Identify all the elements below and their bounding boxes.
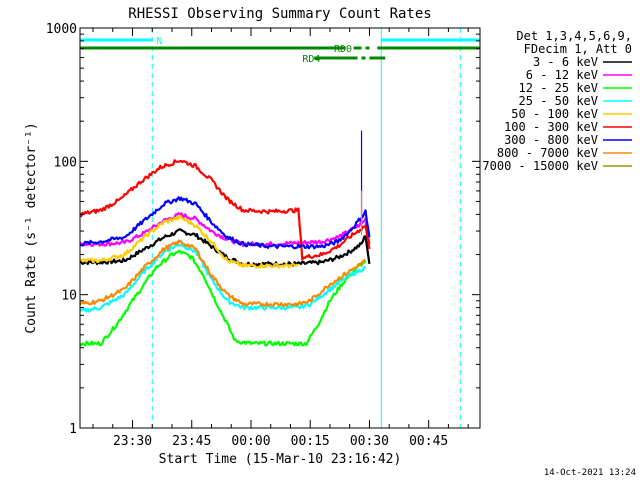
series-line-2 [80,249,367,347]
flag-rd4-label: RD4 [302,54,320,65]
legend-label-3: 25 - 50 keV [519,94,598,108]
legend-label-0: 3 - 6 keV [533,55,598,69]
series-group [80,159,371,347]
y-tick-label-1: 10 [61,289,77,304]
x-tick-label-1: 23:45 [172,434,211,449]
series-line-7 [80,239,366,308]
series-line-3 [80,243,366,313]
y-axis-label: Count Rate (s⁻¹ detector⁻¹) [24,122,39,333]
x-tick-label-3: 00:15 [291,434,330,449]
y-tick-label-3: 1000 [46,22,77,37]
flag-n-label: N [156,36,162,47]
footer-date: 14-Oct-2021 13:24 [544,468,636,478]
series-line-1 [80,212,371,247]
series-line-4 [80,214,299,269]
series-line-6 [80,196,371,250]
legend-label-6: 300 - 800 keV [504,133,598,147]
y-tick-label-2: 100 [54,155,77,170]
plot-frame [79,27,481,429]
legend-label-8: 7000 - 15000 keV [482,159,598,173]
legend-label-1: 6 - 12 keV [526,68,598,82]
x-tick-label-4: 00:30 [350,434,389,449]
legend-header-1: FDecim 1, Att 0 [524,42,632,56]
legend-label-2: 12 - 25 keV [519,81,598,95]
y-tick-label-0: 1 [69,422,77,437]
flag-rd0-label: RD0 [334,44,352,55]
series-line-0 [80,228,371,267]
legend-label-7: 800 - 7000 keV [497,146,598,160]
x-tick-label-0: 23:30 [113,434,152,449]
x-axis-label: Start Time (15-Mar-10 23:16:42) [159,452,402,467]
legend-header-0: Det 1,3,4,5,6,9, [516,29,632,43]
legend-label-5: 100 - 300 keV [504,120,598,134]
x-tick-label-5: 00:45 [409,434,448,449]
x-tick-label-2: 00:00 [231,434,270,449]
chart-title: RHESSI Observing Summary Count Rates [128,6,431,22]
legend-label-4: 50 - 100 keV [511,107,598,121]
series-line-5 [80,159,371,261]
